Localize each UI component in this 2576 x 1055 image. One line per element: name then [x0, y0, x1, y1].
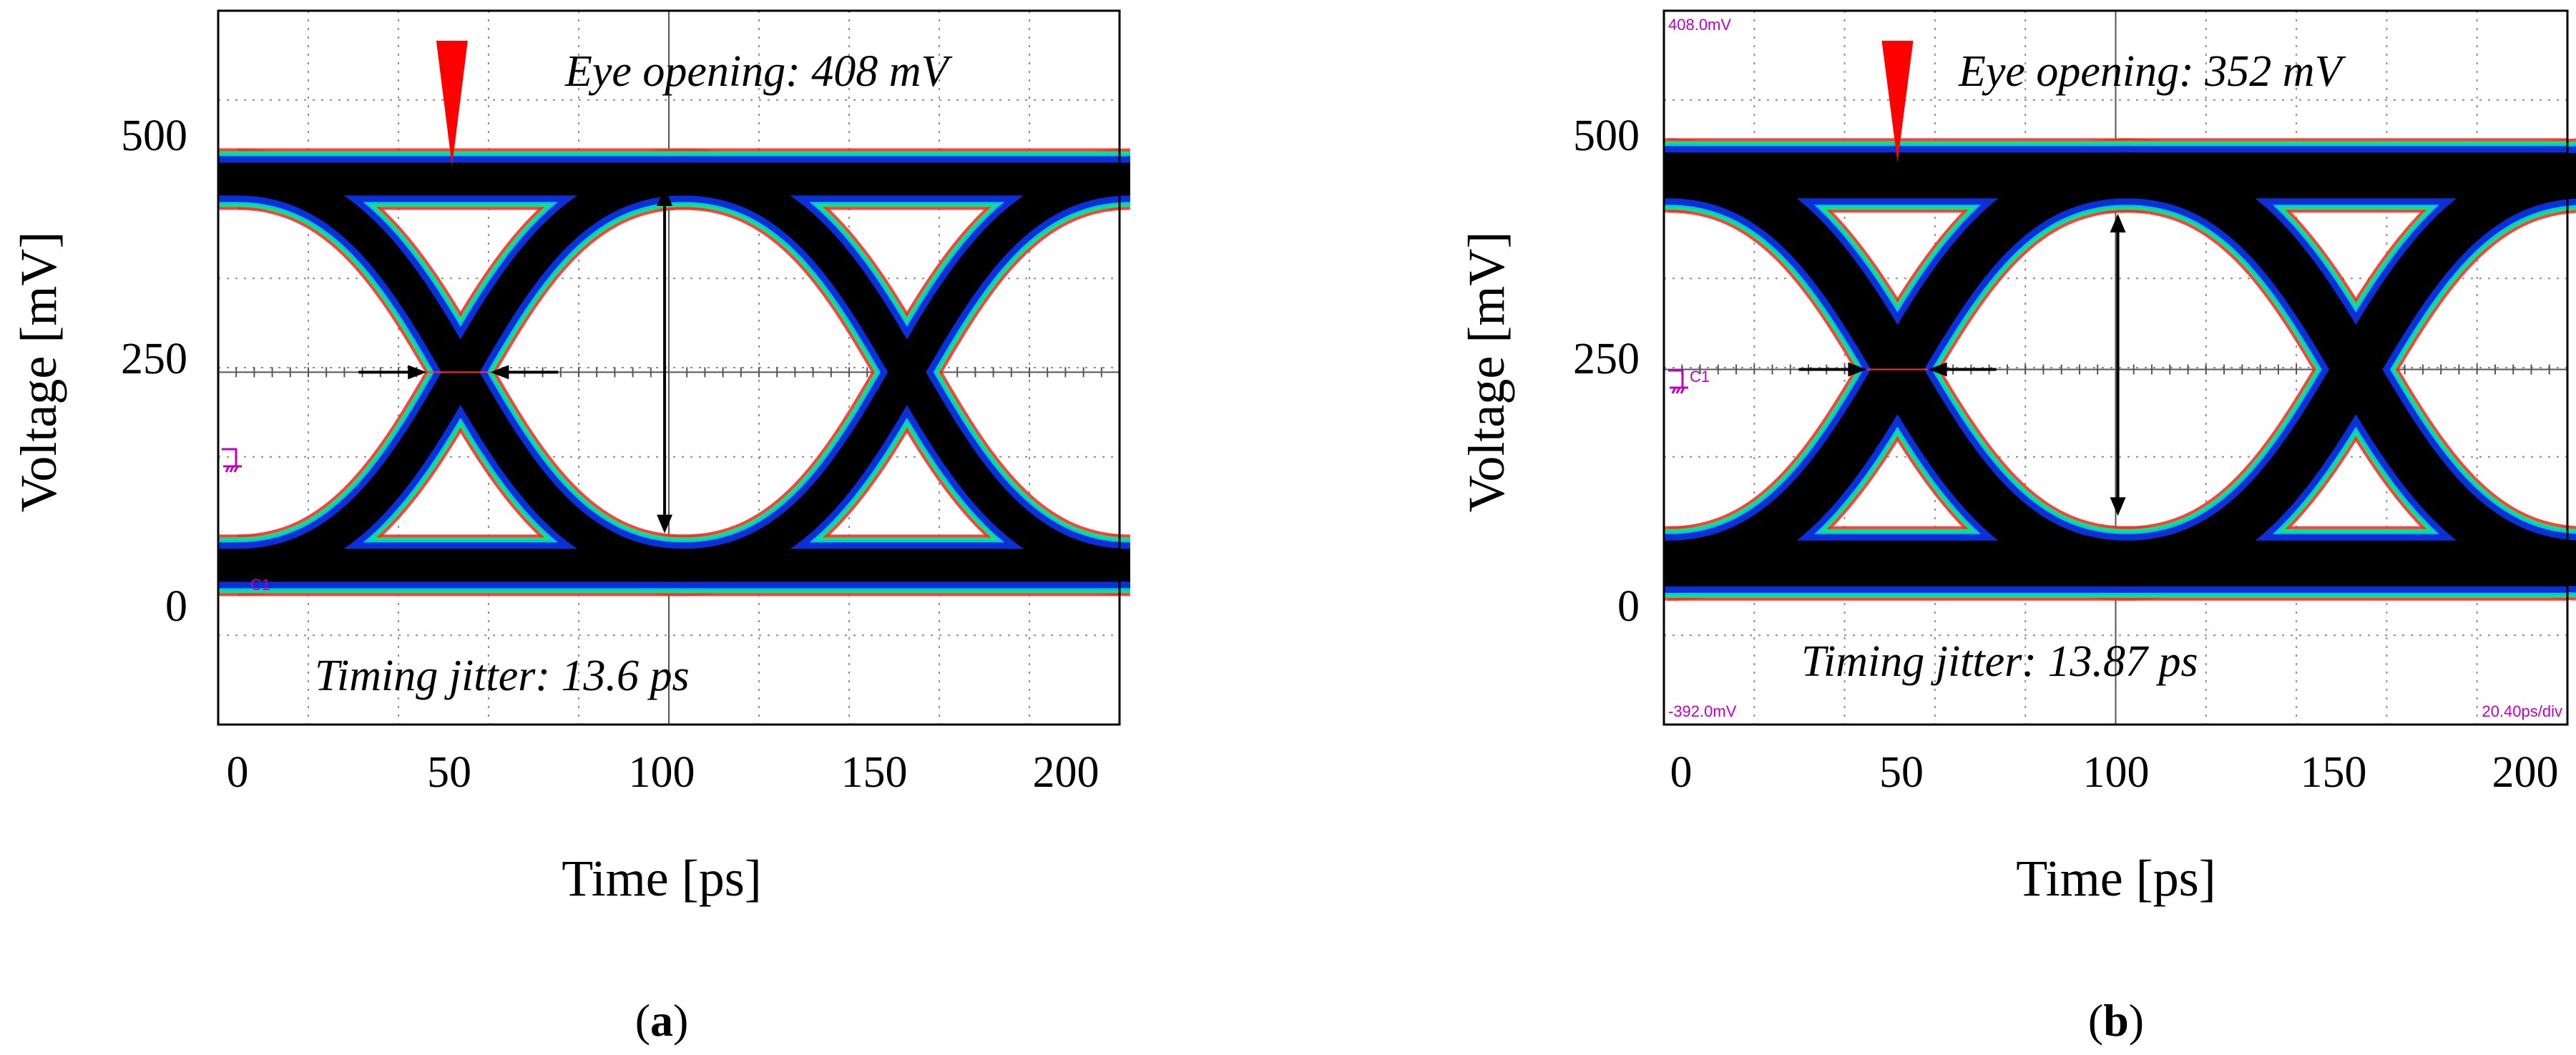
panel-a-ylabel: Voltage [mV]	[10, 232, 67, 513]
eye-opening-arrow-head	[2110, 214, 2126, 233]
panel-b-grid	[1663, 11, 2567, 725]
panel-a-timing-jitter-annotation: Timing jitter: 13.6 ps	[315, 652, 690, 700]
panel-a-xtick-label: 100	[629, 748, 695, 797]
eye-opening-arrow-head	[657, 514, 673, 534]
panel-b-xlabel: Time [ps]	[2016, 850, 2215, 907]
panel-a-eye-opening-annotation: Eye opening: 408 mV	[564, 47, 953, 96]
panel-b-scope-top-left: 408.0mV	[1668, 16, 1731, 34]
jitter-arrow-head	[1928, 362, 1947, 377]
panel-a-ytick-label: 500	[121, 112, 187, 160]
panel-a-channel-ground-icon	[222, 448, 242, 473]
panel-a: 500 250 0 0 50 100 150 200 Time [ps] Vol…	[10, 9, 1132, 1046]
panel-b: 500 250 0 0 50 100 150 200 Time [ps] Vol…	[1458, 9, 2576, 1046]
jitter-arrow-head	[408, 365, 427, 380]
panel-a-channel-label: C1	[250, 576, 270, 594]
jitter-arrow-head	[490, 365, 509, 380]
panel-a-ytick-label: 0	[165, 582, 187, 631]
trigger-marker	[436, 41, 468, 167]
panel-b-xtick-label: 200	[2492, 748, 2559, 797]
trigger-marker	[1881, 41, 1914, 163]
panel-b-scope-bottom-right: 20.40ps/div	[2482, 702, 2562, 720]
panel-a-grid	[217, 11, 1120, 725]
panel-a-caption: (a)	[635, 995, 689, 1046]
jitter-arrow-head	[1848, 362, 1867, 377]
panel-b-markers	[1798, 41, 2126, 516]
panel-b-ytick-label: 250	[1573, 335, 1640, 383]
panel-b-timing-jitter-annotation: Timing jitter: 13.87 ps	[1801, 637, 2198, 686]
panel-b-channel-ground-icon	[1668, 369, 1688, 394]
panel-b-plot-frame	[1662, 9, 2569, 726]
panel-b-ytick-label: 0	[1617, 582, 1640, 631]
panel-a-xlabel: Time [ps]	[562, 850, 761, 907]
panel-b-xtick-label: 100	[2083, 748, 2150, 797]
panel-a-xtick-label: 0	[227, 748, 249, 797]
panel-b-caption: (b)	[2088, 995, 2144, 1046]
panel-a-markers	[358, 41, 673, 534]
panel-a-xtick-label: 50	[427, 748, 471, 797]
eye-trace	[683, 162, 1131, 582]
panel-b-scope-bottom-left: -392.0mV	[1668, 702, 1737, 720]
panel-b-ylabel: Voltage [mV]	[1458, 232, 1515, 513]
panel-b-ytick-label: 500	[1573, 112, 1640, 160]
panel-b-xtick-label: 50	[1879, 748, 1924, 797]
panel-a-plot-frame	[217, 9, 1121, 726]
eye-opening-arrow-head	[2110, 497, 2126, 516]
panel-b-xtick-label: 150	[2301, 748, 2367, 797]
panel-b-xtick-label: 0	[1670, 748, 1693, 797]
panel-b-eye-opening-annotation: Eye opening: 352 mV	[1958, 47, 2346, 96]
panel-a-ytick-label: 250	[121, 335, 187, 383]
panel-a-xtick-label: 200	[1033, 748, 1100, 797]
panel-a-xtick-label: 150	[841, 748, 908, 797]
eye-trace	[2126, 152, 2576, 587]
panel-b-channel-label: C1	[1690, 368, 1710, 386]
eye-opening-arrow-head	[657, 187, 673, 206]
